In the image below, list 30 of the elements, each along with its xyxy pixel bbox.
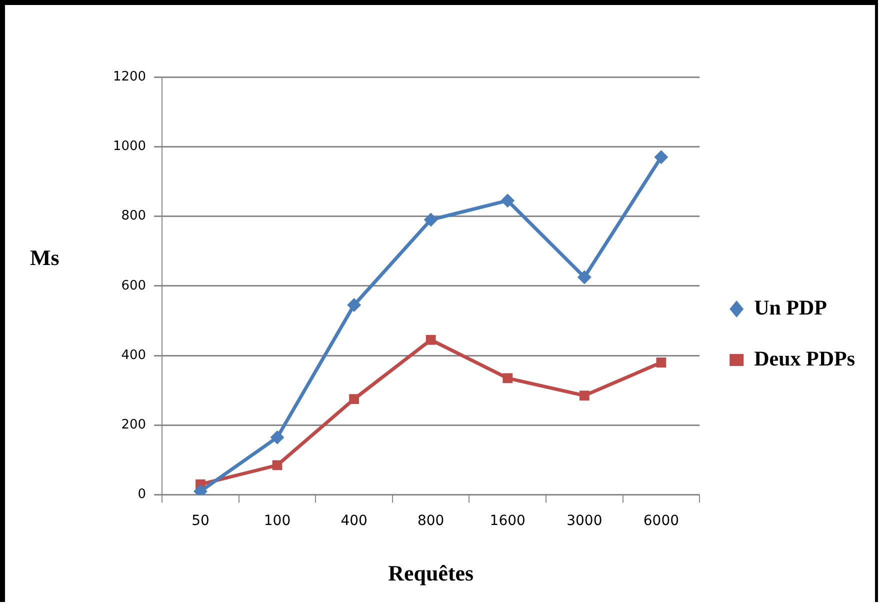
x-tick-label: 50 <box>192 512 210 529</box>
y-tick-label: 800 <box>121 208 146 224</box>
point <box>502 373 513 384</box>
y-tick-label: 0 <box>138 487 146 502</box>
point <box>426 334 436 345</box>
point <box>654 150 668 164</box>
legend-label: Deux PDPs <box>754 346 856 370</box>
x-tick-label: 3000 <box>566 512 602 529</box>
point <box>270 430 284 444</box>
y-tick-label: 400 <box>121 348 146 363</box>
point <box>579 390 590 401</box>
point <box>656 358 666 368</box>
x-tick-label: 400 <box>340 512 368 529</box>
point <box>424 212 438 227</box>
y-tick-label: 1000 <box>112 139 146 154</box>
x-tick-label: 100 <box>264 512 291 529</box>
x-tick-label: 800 <box>417 512 444 529</box>
point <box>347 298 362 312</box>
x-axis-title: Requêtes <box>388 560 474 586</box>
point <box>500 194 515 208</box>
point <box>349 394 359 404</box>
x-tick-label: 1600 <box>490 512 526 529</box>
y-axis-title: Ms <box>30 245 60 271</box>
y-tick-label: 1200 <box>112 69 146 84</box>
x-tick-label: 6000 <box>643 512 680 529</box>
legend-label: Un PDP <box>754 295 828 320</box>
y-tick-label: 200 <box>121 418 146 433</box>
point <box>272 460 282 470</box>
y-tick-label: 600 <box>121 278 146 294</box>
point <box>577 270 592 284</box>
